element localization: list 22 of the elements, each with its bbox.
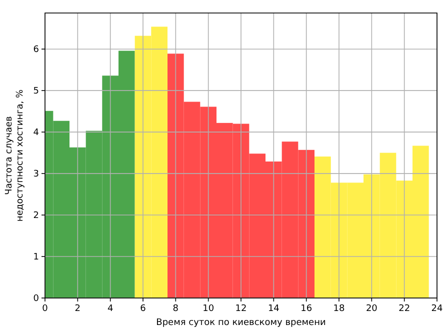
x-tick-label: 10 <box>202 304 214 314</box>
x-tick-label: 8 <box>172 304 179 314</box>
x-tick-label: 16 <box>300 304 312 314</box>
x-tick-label: 0 <box>42 304 48 314</box>
x-tick-label: 14 <box>268 304 280 314</box>
x-tick-label: 22 <box>398 304 410 314</box>
x-tick-label: 4 <box>107 304 114 314</box>
y-axis-title: Частота случаев недоступности хостинга, % <box>4 88 26 222</box>
y-tick-label: 5 <box>33 86 39 97</box>
y-tick-label: 6 <box>33 45 40 56</box>
y-tick-label: 4 <box>33 128 40 138</box>
x-axis-title: Время суток по киевскому времени <box>156 318 326 328</box>
x-tick-label: 18 <box>333 304 345 314</box>
y-tick-label: 2 <box>33 211 39 222</box>
x-tick-label: 2 <box>74 304 81 314</box>
y-tick-label: 1 <box>33 252 39 263</box>
x-tick-label: 6 <box>140 304 146 314</box>
y-tick-label: 0 <box>33 294 40 304</box>
y-tick-label: 3 <box>33 170 39 180</box>
x-tick-label: 20 <box>366 304 378 314</box>
x-tick-label: 24 <box>431 304 443 314</box>
x-tick-label: 12 <box>235 304 247 314</box>
